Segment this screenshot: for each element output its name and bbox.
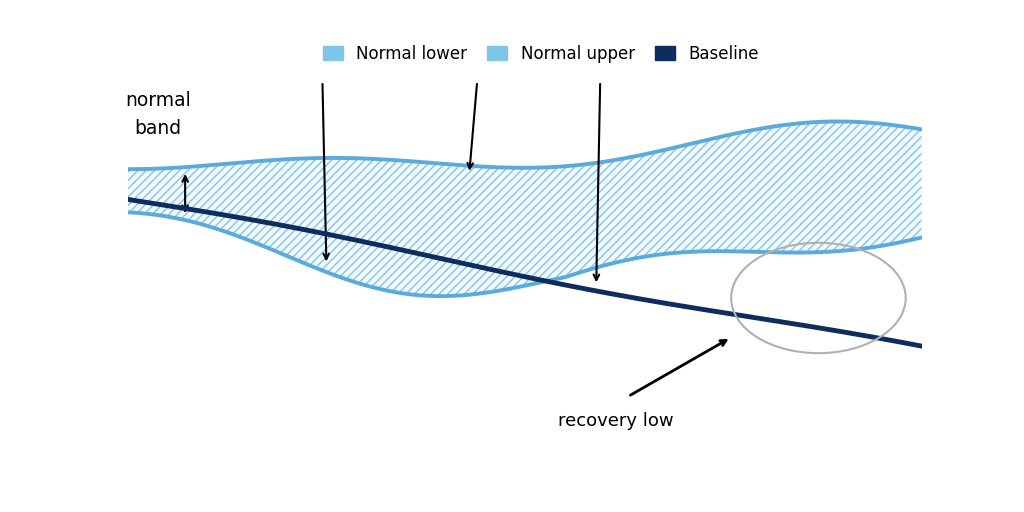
Text: normal: normal [125, 91, 191, 111]
Text: band: band [134, 119, 181, 138]
Legend: Normal lower, Normal upper, Baseline: Normal lower, Normal upper, Baseline [316, 38, 765, 70]
Text: recovery low: recovery low [558, 412, 674, 430]
